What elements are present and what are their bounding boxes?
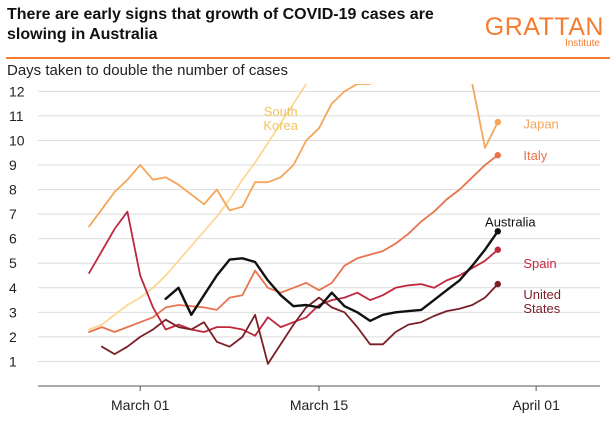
series-label-united-states: United [523,287,561,302]
y-tick-label: 11 [9,108,24,124]
series-endpoint-australia [494,228,502,235]
y-tick-label: 3 [9,304,17,320]
series-line-south-korea [88,84,308,331]
x-tick-label: March 01 [111,397,170,413]
series-endpoint-italy [494,152,502,159]
series-line-spain [88,210,499,337]
series-endpoint-united-states [494,280,502,288]
x-tick-label: April 01 [512,397,560,413]
y-tick-label: 1 [9,353,17,369]
series-label-south-korea: Korea [263,118,298,133]
chart-title: There are early signs that growth of COV… [7,6,434,43]
series-label-spain: Spain [523,256,556,271]
grattan-logo: GRATTAN Institute [485,14,604,49]
header-rule [6,57,610,59]
series-line-united-states [101,283,499,365]
y-tick-label: 8 [9,182,17,198]
series-endpoint-spain [494,246,502,253]
y-tick-label: 4 [9,280,17,296]
series-label-united-states: States [523,301,560,316]
y-tick-label: 6 [9,231,17,247]
series-line-australia [164,230,499,323]
series-line-japan [88,84,499,228]
y-tick-label: 2 [9,329,17,345]
series-label-south-korea: South [264,104,298,119]
x-tick-label: March 15 [290,397,349,413]
y-tick-label: 7 [9,206,17,222]
logo-wordmark: GRATTAN [484,13,604,41]
y-tick-label: 12 [9,83,25,99]
series-label-japan: Japan [523,116,558,131]
series-label-australia: Australia [485,214,536,229]
y-tick-label: 10 [9,132,25,148]
y-tick-label: 5 [9,255,17,271]
series-endpoint-japan [494,118,502,126]
y-tick-label: 9 [9,157,17,173]
logo-subtitle: Institute [564,38,600,49]
chart-subtitle: Days taken to double the number of cases [7,62,289,79]
series-label-italy: Italy [523,148,547,163]
